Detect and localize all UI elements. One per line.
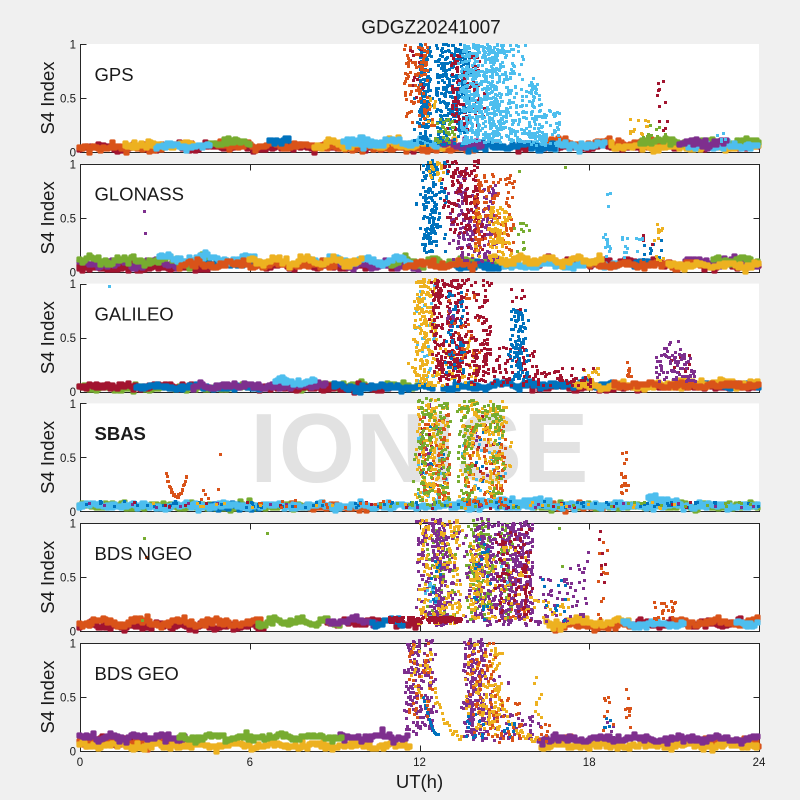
svg-text:0.5: 0.5 [60, 333, 76, 345]
svg-text:1: 1 [70, 159, 76, 171]
svg-text:0: 0 [70, 387, 76, 399]
svg-text:0.5: 0.5 [60, 693, 76, 705]
svg-text:0.5: 0.5 [60, 94, 76, 106]
svg-text:GLONASS: GLONASS [95, 184, 184, 205]
svg-text:24: 24 [753, 757, 766, 769]
svg-text:1: 1 [70, 40, 76, 52]
svg-text:GDGZ20241007: GDGZ20241007 [361, 18, 500, 39]
svg-text:1: 1 [70, 639, 76, 651]
svg-text:BDS GEO: BDS GEO [95, 663, 179, 684]
svg-text:0.5: 0.5 [60, 213, 76, 225]
svg-text:UT(h): UT(h) [396, 771, 443, 792]
svg-text:S4 Index: S4 Index [37, 61, 58, 135]
svg-text:0.5: 0.5 [60, 453, 76, 465]
svg-text:1: 1 [70, 399, 76, 411]
svg-text:0: 0 [70, 267, 76, 279]
svg-text:SBAS: SBAS [95, 423, 146, 444]
svg-text:S4 Index: S4 Index [37, 300, 58, 374]
svg-text:0: 0 [70, 747, 76, 759]
svg-text:GALILEO: GALILEO [95, 303, 174, 324]
svg-text:0: 0 [77, 757, 83, 769]
svg-text:0: 0 [70, 507, 76, 519]
svg-text:6: 6 [247, 757, 253, 769]
svg-text:1: 1 [70, 519, 76, 531]
svg-text:0.5: 0.5 [60, 573, 76, 585]
svg-text:S4 Index: S4 Index [37, 181, 58, 255]
svg-text:S4 Index: S4 Index [37, 540, 58, 614]
svg-text:S4 Index: S4 Index [37, 660, 58, 734]
svg-text:GPS: GPS [95, 64, 134, 85]
svg-text:18: 18 [583, 757, 596, 769]
svg-text:BDS NGEO: BDS NGEO [95, 543, 193, 564]
svg-text:0: 0 [70, 148, 76, 160]
svg-text:12: 12 [413, 757, 426, 769]
svg-text:0: 0 [70, 627, 76, 639]
svg-text:S4 Index: S4 Index [37, 420, 58, 494]
svg-text:1: 1 [70, 279, 76, 291]
